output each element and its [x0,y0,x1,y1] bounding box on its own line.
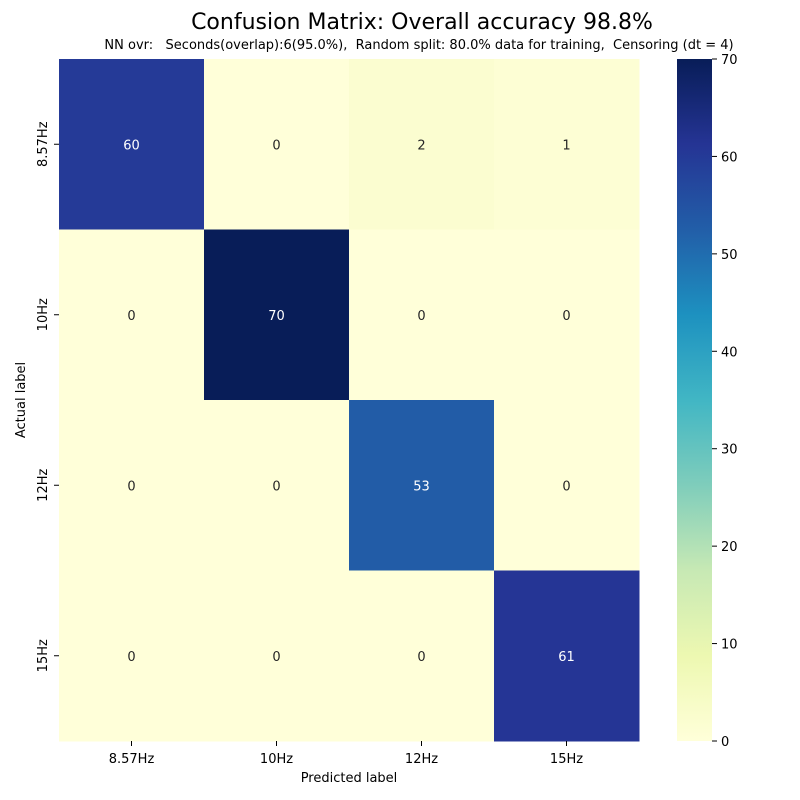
cell-value-label: 2 [417,138,425,153]
colorbar-tick-label: 40 [721,345,738,360]
cell-value-label: 60 [123,138,140,153]
y-tick-label: 12Hz [36,469,51,502]
chart-subtitle: NN ovr: Seconds(overlap):6(95.0%), Rando… [104,38,734,53]
y-tick-label: 10Hz [36,298,51,331]
heatmap-cell [59,570,205,742]
heatmap-cell [494,570,640,742]
cell-value-label: 0 [127,650,135,665]
heatmap-cell [349,229,495,401]
cell-value-label: 0 [127,479,135,494]
colorbar-tick-label: 50 [721,248,738,263]
cell-value-label: 0 [127,309,135,324]
cell-value-label: 0 [417,650,425,665]
cell-value-label: 0 [272,479,280,494]
colorbar-tick-label: 30 [721,443,738,458]
y-tick-label: 8.57Hz [36,121,51,167]
y-tick-label: 15Hz [36,639,51,672]
heatmap-cell [349,59,495,230]
cell-value-label: 70 [268,309,285,324]
heatmap-cell [349,570,495,742]
cell-value-label: 61 [558,650,575,665]
colorbar-ticks: 0 10 20 30 40 50 60 70 [712,53,738,750]
colorbar-tick-label: 10 [721,638,738,653]
heatmap-cell [59,59,205,230]
heatmap-cell [204,570,350,742]
chart-title: Confusion Matrix: Overall accuracy 98.8% [191,10,653,35]
heatmap-cell [494,59,640,230]
heatmap-cell [494,400,640,571]
cell-value-label: 0 [562,479,570,494]
colorbar-tick-label: 20 [721,540,738,555]
heatmap-cell [494,229,640,401]
colorbar [677,59,712,741]
cell-value-label: 53 [413,479,430,494]
heatmap-cell [204,59,350,230]
cell-value-label: 0 [417,309,425,324]
x-tick-label: 8.57Hz [109,752,155,767]
y-axis: 8.57Hz 10Hz 12Hz 15Hz [36,121,59,672]
x-axis: 8.57Hz 10Hz 12Hz 15Hz [109,741,583,767]
colorbar-tick-label: 0 [721,735,729,750]
x-tick-label: 15Hz [550,752,583,767]
x-axis-label: Predicted label [301,771,398,786]
cell-value-label: 0 [272,650,280,665]
cell-value-label: 0 [272,138,280,153]
heatmap-cell [349,400,495,571]
heatmap-cell [59,400,205,571]
heatmap-cell-labels: 60 0 2 1 0 70 0 0 0 0 53 0 0 0 0 61 [123,138,575,665]
heatmap-cell [59,229,205,401]
heatmap-cells [59,59,640,742]
cell-value-label: 1 [562,138,570,153]
heatmap-cell [204,400,350,571]
colorbar-tick-label: 60 [721,150,738,165]
cell-value-label: 0 [562,309,570,324]
x-tick-label: 12Hz [405,752,438,767]
y-axis-label: Actual label [14,362,29,438]
x-tick-label: 10Hz [260,752,293,767]
colorbar-tick-label: 70 [721,53,738,68]
heatmap-cell [204,229,350,401]
